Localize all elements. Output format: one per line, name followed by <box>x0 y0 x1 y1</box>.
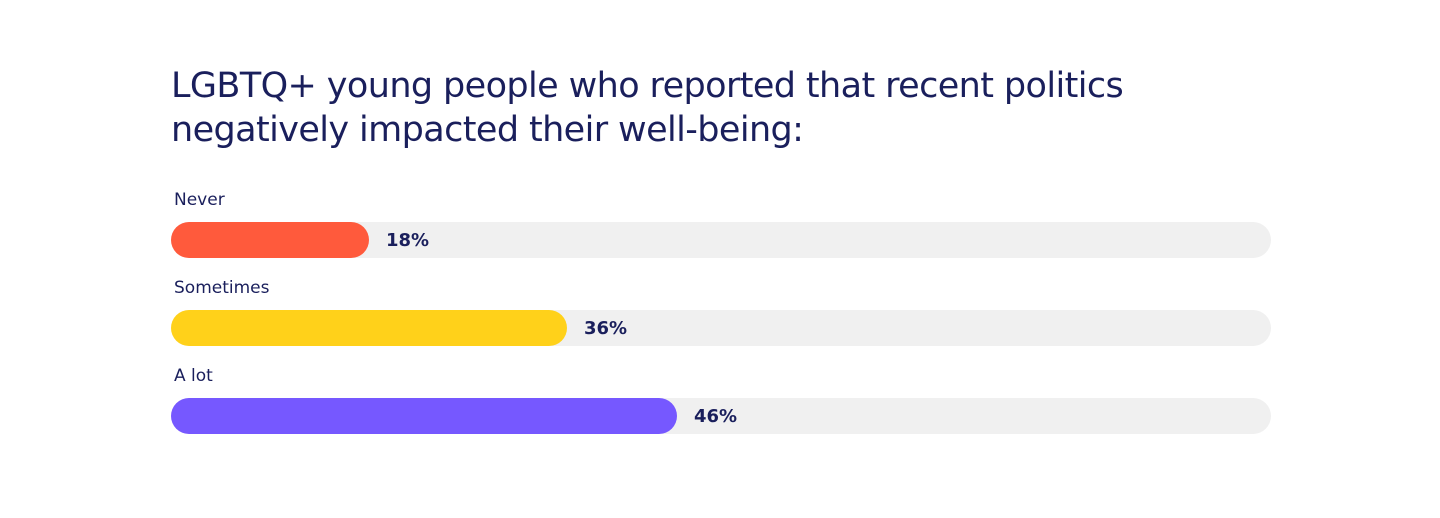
chart-title: LGBTQ+ young people who reported that re… <box>171 66 1124 150</box>
value-label: 36% <box>584 318 628 339</box>
bar-chart: LGBTQ+ young people who reported that re… <box>171 64 1271 434</box>
bar <box>171 398 677 434</box>
bar <box>171 222 369 258</box>
category-label: Never <box>174 190 225 210</box>
bar-track: 36% <box>171 310 1271 346</box>
bar-row: Sometimes 36% <box>171 274 1271 362</box>
bar-row: Never 18% <box>171 186 1271 274</box>
bar-rows: Never 18% Sometimes 36% A lot 46% <box>171 186 1271 450</box>
bar-track: 46% <box>171 398 1271 434</box>
category-label: A lot <box>174 366 213 386</box>
bar-row: A lot 46% <box>171 362 1271 450</box>
value-label: 18% <box>386 230 430 251</box>
value-label: 46% <box>694 406 738 427</box>
category-label: Sometimes <box>174 278 270 298</box>
bar <box>171 310 567 346</box>
bar-track: 18% <box>171 222 1271 258</box>
